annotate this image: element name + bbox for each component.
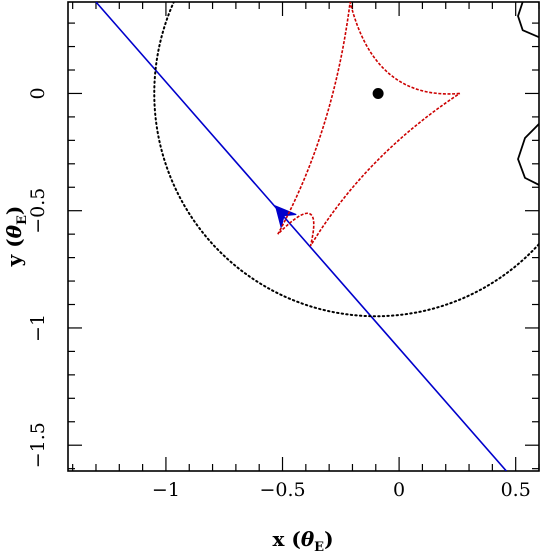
x-axis-label-main: x: [272, 527, 285, 551]
plot-frame: [67, 1, 540, 472]
y-tick-label: −1.5: [27, 422, 49, 468]
series-layer: [95, 2, 539, 471]
planetary-caustic: [517, 2, 539, 38]
x-tick-label: −0.5: [259, 479, 305, 501]
y-axis-label-main: y: [2, 253, 26, 267]
trajectory-arrow: [274, 205, 297, 228]
planetary-caustic: [517, 123, 539, 186]
x-axis-label: x (θE): [272, 527, 333, 555]
caustic-curve: [277, 2, 461, 247]
x-axis-label-sub: E: [314, 540, 324, 555]
y-axis-label-sub: E: [15, 215, 30, 225]
x-axis-label-unit: θ: [301, 527, 315, 551]
tick-labels: −1 −0.5 0 0.5 0 −0.5 −1 −1.5: [27, 87, 531, 501]
x-tick-label: 0.5: [501, 479, 531, 501]
axis-ticks: [68, 2, 540, 471]
y-axis-label: y (θE): [2, 206, 30, 268]
lens-point: [372, 87, 384, 99]
einstein-ring: [153, 2, 539, 318]
y-axis-label-unit: θ: [2, 224, 26, 238]
y-tick-label: −1: [27, 314, 49, 342]
y-tick-label: 0: [27, 87, 49, 99]
x-tick-label: −1: [152, 479, 180, 501]
source-trajectory: [95, 2, 507, 471]
x-tick-label: 0: [393, 479, 405, 501]
y-tick-label: −0.5: [27, 188, 49, 234]
